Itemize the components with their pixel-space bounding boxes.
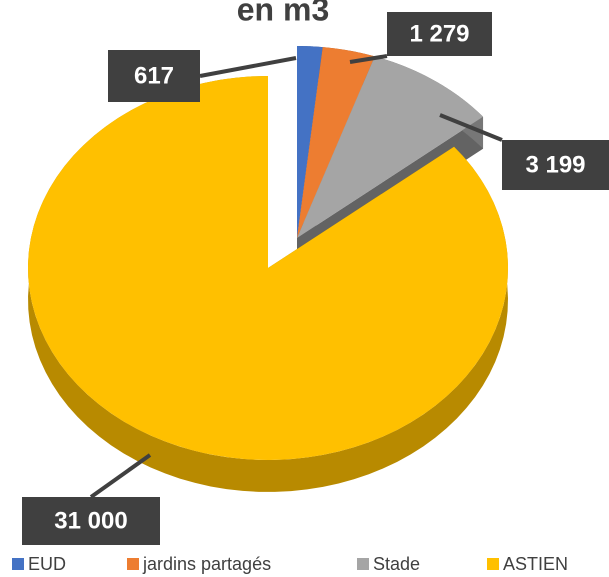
- data-labels: 617 1 279 3 199 31 000: [22, 12, 609, 545]
- label-box: [387, 12, 492, 56]
- pie-slice: [297, 46, 323, 238]
- legend-swatch: [357, 558, 369, 570]
- label-box: [22, 497, 160, 545]
- pie-slice: [297, 56, 484, 238]
- leader-line: [439, 113, 503, 142]
- pie-tops: [28, 46, 509, 460]
- legend-label: Stade: [373, 554, 420, 574]
- pie-slice: [297, 47, 375, 239]
- label-box: [108, 50, 200, 102]
- legend-label: ASTIEN: [503, 554, 568, 574]
- pie-slice: [28, 76, 509, 460]
- legend-swatch: [127, 558, 139, 570]
- leader-line: [89, 453, 152, 499]
- legend-label: jardins partagés: [142, 554, 271, 574]
- legend-swatch: [12, 558, 24, 570]
- legend-swatch: [487, 558, 499, 570]
- label-box: [502, 140, 609, 190]
- leader-line: [349, 54, 388, 64]
- data-label: 617: [134, 62, 174, 89]
- chart-title: en m3: [237, 0, 329, 27]
- legend-label: EUD: [28, 554, 66, 574]
- data-label: 31 000: [54, 507, 127, 534]
- data-label: 3 199: [525, 151, 585, 178]
- data-label: 1 279: [409, 20, 469, 47]
- leader-line: [199, 56, 297, 78]
- legend: EUD jardins partagés Stade ASTIEN: [12, 554, 568, 574]
